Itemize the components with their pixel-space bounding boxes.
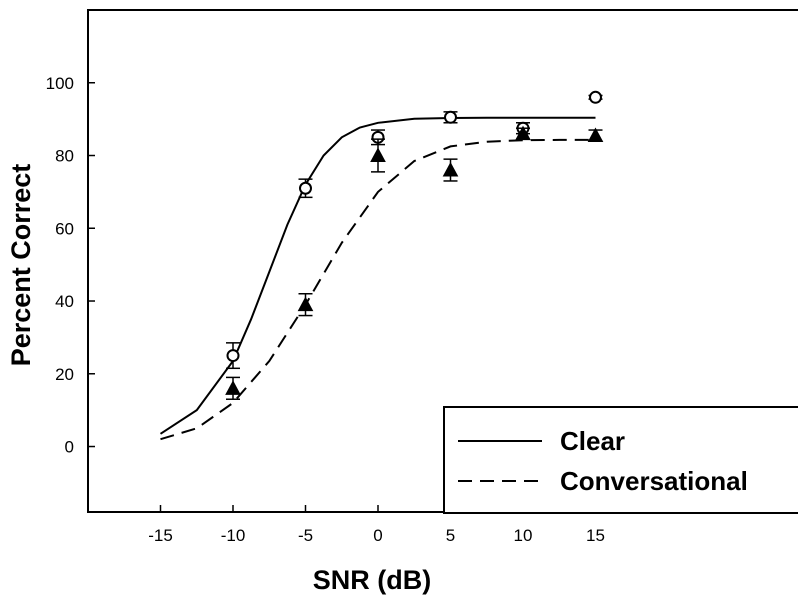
data-point-conversational [442,162,459,177]
legend-box [443,406,798,514]
y-tick-label: 100 [46,74,74,93]
x-tick-label: -10 [221,526,246,545]
data-point-clear [444,110,457,124]
series-layer [159,90,604,441]
data-point-clear [226,349,240,363]
data-point-conversational [370,147,386,163]
fit-curve-clear [159,116,596,435]
legend-label-clear: Clear [560,426,625,456]
x-tick-label: 10 [514,526,533,545]
data-point-conversational [225,380,241,395]
legend-label-conversational: Conversational [560,466,748,496]
data-point-clear [589,90,602,104]
y-tick-label: 80 [55,147,74,166]
fit-curve-conversational [160,138,596,441]
legend: Clear Conversational [443,406,798,514]
y-tick-label: 20 [55,365,74,384]
data-point-clear [299,181,312,195]
y-tick-label: 60 [55,219,74,238]
data-point-conversational [515,125,531,141]
x-axis: -15 -10 -5 0 5 10 15 [148,505,605,545]
y-tick-label: 40 [55,292,74,311]
x-axis-label: SNR (dB) [313,565,431,595]
x-tick-label: 0 [373,526,382,545]
data-point-conversational [587,127,604,142]
y-axis-label: Percent Correct [6,164,36,367]
data-point-conversational [297,296,314,312]
y-axis: 0 20 40 60 80 100 [46,74,95,457]
x-tick-label: 5 [446,526,455,545]
x-tick-label: -5 [298,526,313,545]
y-tick-label: 0 [65,438,74,457]
x-tick-label: -15 [148,526,173,545]
x-tick-label: 15 [586,526,605,545]
